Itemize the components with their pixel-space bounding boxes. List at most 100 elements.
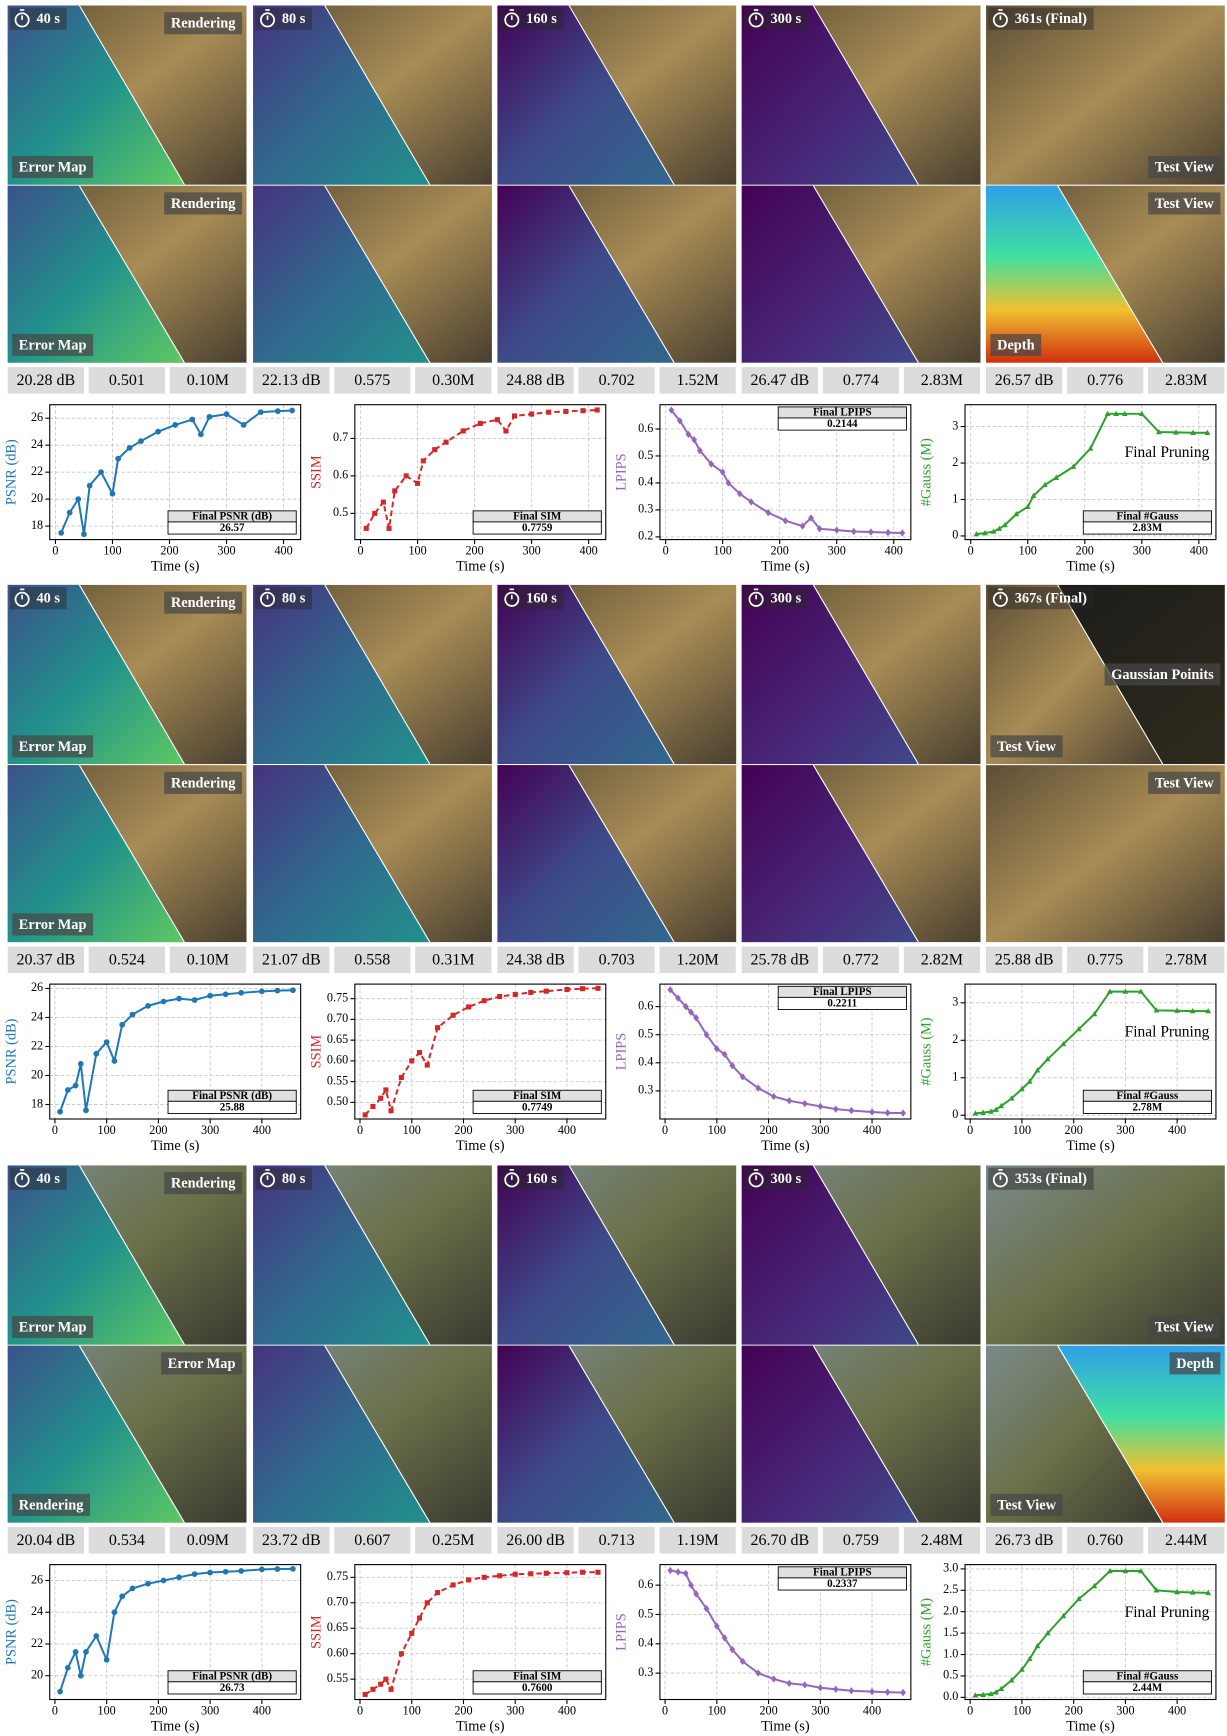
y-tick-label: 24 xyxy=(31,437,43,451)
metric-value: 2.48M xyxy=(921,1532,963,1549)
y-axis-label: SSIM xyxy=(309,1035,325,1069)
point xyxy=(595,986,600,991)
point xyxy=(145,1003,151,1009)
point xyxy=(176,996,182,1002)
point xyxy=(513,992,518,997)
point xyxy=(83,1107,89,1113)
tile-label: Depth xyxy=(997,337,1035,353)
point xyxy=(363,1112,368,1117)
y-tick-label: 3 xyxy=(952,995,958,1009)
x-tick-label: 400 xyxy=(863,1703,881,1717)
point xyxy=(544,1571,549,1576)
metric-value: 20.37 dB xyxy=(17,952,76,969)
y-tick-label: 0.55 xyxy=(327,1073,348,1087)
point xyxy=(389,1687,394,1692)
box-value: 0.7749 xyxy=(522,1101,553,1113)
metric-value: 2.78M xyxy=(1165,952,1207,969)
point xyxy=(387,526,392,531)
box-title: Final #Gauss xyxy=(1117,1090,1179,1102)
x-tick-label: 0 xyxy=(663,544,669,558)
x-tick-label: 200 xyxy=(1065,1123,1083,1137)
x-axis-label: Time (s) xyxy=(456,1718,505,1734)
x-tick-label: 100 xyxy=(98,1703,116,1717)
y-tick-label: 0.4 xyxy=(638,1055,653,1069)
y-tick-label: 24 xyxy=(31,1604,43,1618)
y-tick-label: 20 xyxy=(31,1067,43,1081)
metric-value: 24.88 dB xyxy=(506,372,565,389)
point xyxy=(259,1566,265,1572)
y-tick-label: 0 xyxy=(952,528,958,542)
x-tick-label: 100 xyxy=(1013,1123,1031,1137)
metric-value: 21.07 dB xyxy=(262,952,321,969)
tile-label: Gaussian Poinits xyxy=(1111,667,1214,683)
point xyxy=(258,409,264,415)
point xyxy=(529,412,534,417)
x-axis-label: Time (s) xyxy=(151,559,200,575)
point xyxy=(364,526,369,531)
tile-label: Test View xyxy=(1155,159,1215,175)
x-tick-label: 0 xyxy=(52,1123,58,1137)
box-title: Final #Gauss xyxy=(1117,1670,1179,1682)
tile-label: 160 s xyxy=(526,1171,557,1187)
metric-value: 26.00 dB xyxy=(506,1532,565,1549)
x-tick-label: 300 xyxy=(1116,1123,1134,1137)
x-axis-label: Time (s) xyxy=(1066,1718,1115,1734)
box-title: Final LPIPS xyxy=(813,986,872,998)
y-tick-label: 20 xyxy=(31,491,43,505)
point xyxy=(503,428,508,433)
x-tick-label: 100 xyxy=(708,1703,726,1717)
y-tick-label: 0.5 xyxy=(638,1026,653,1040)
y-axis-label: LPIPS xyxy=(614,453,630,491)
x-axis-label: Time (s) xyxy=(456,1138,505,1154)
metric-value: 26.73 dB xyxy=(995,1532,1054,1549)
tile-label: 361s (Final) xyxy=(1015,11,1087,27)
point xyxy=(259,988,265,994)
point xyxy=(145,1581,151,1587)
y-tick-label: 1 xyxy=(952,1070,958,1084)
point xyxy=(595,1570,600,1575)
y-tick-label: 22 xyxy=(31,1636,43,1650)
box-title: Final PSNR (dB) xyxy=(192,510,272,522)
x-tick-label: 200 xyxy=(454,1123,472,1137)
y-tick-label: 0.60 xyxy=(327,1053,348,1067)
point xyxy=(497,994,502,999)
x-tick-label: 400 xyxy=(1168,1703,1186,1717)
point xyxy=(392,488,397,493)
point xyxy=(415,481,420,486)
point xyxy=(580,1570,585,1575)
point xyxy=(512,413,517,418)
y-tick-label: 0.3 xyxy=(638,1665,653,1679)
x-tick-label: 100 xyxy=(1013,1703,1031,1717)
point xyxy=(93,1051,99,1057)
tile-label: 300 s xyxy=(770,1171,801,1187)
y-tick-label: 0.4 xyxy=(638,475,653,489)
y-tick-label: 1 xyxy=(952,491,958,505)
point xyxy=(435,1590,440,1595)
x-tick-label: 400 xyxy=(274,544,292,558)
y-tick-label: 0.6 xyxy=(638,998,653,1012)
y-tick-label: 0.50 xyxy=(327,1094,348,1108)
annotation: Final Pruning xyxy=(1125,1604,1210,1621)
x-axis-label: Time (s) xyxy=(761,559,810,575)
y-tick-label: 18 xyxy=(31,1096,43,1110)
x-tick-label: 400 xyxy=(863,1123,881,1137)
x-tick-label: 0 xyxy=(968,544,974,558)
point xyxy=(409,1058,414,1063)
point xyxy=(57,1109,63,1115)
x-axis-label: Time (s) xyxy=(151,1138,200,1154)
point xyxy=(370,1687,375,1692)
x-tick-label: 200 xyxy=(1076,544,1094,558)
box-title: Final SIM xyxy=(513,510,562,522)
point xyxy=(207,993,213,999)
tile-label: 80 s xyxy=(282,591,306,607)
metric-value: 0.575 xyxy=(354,372,390,389)
point xyxy=(399,1075,404,1080)
y-tick-label: 20 xyxy=(31,1668,43,1682)
point xyxy=(482,1575,487,1580)
x-tick-label: 200 xyxy=(454,1703,472,1717)
box-value: 2.78M xyxy=(1133,1101,1163,1113)
metric-value: 0.775 xyxy=(1087,952,1123,969)
x-tick-label: 100 xyxy=(714,544,732,558)
tile-label: Rendering xyxy=(19,1497,84,1513)
box-title: Final #Gauss xyxy=(1117,510,1179,522)
